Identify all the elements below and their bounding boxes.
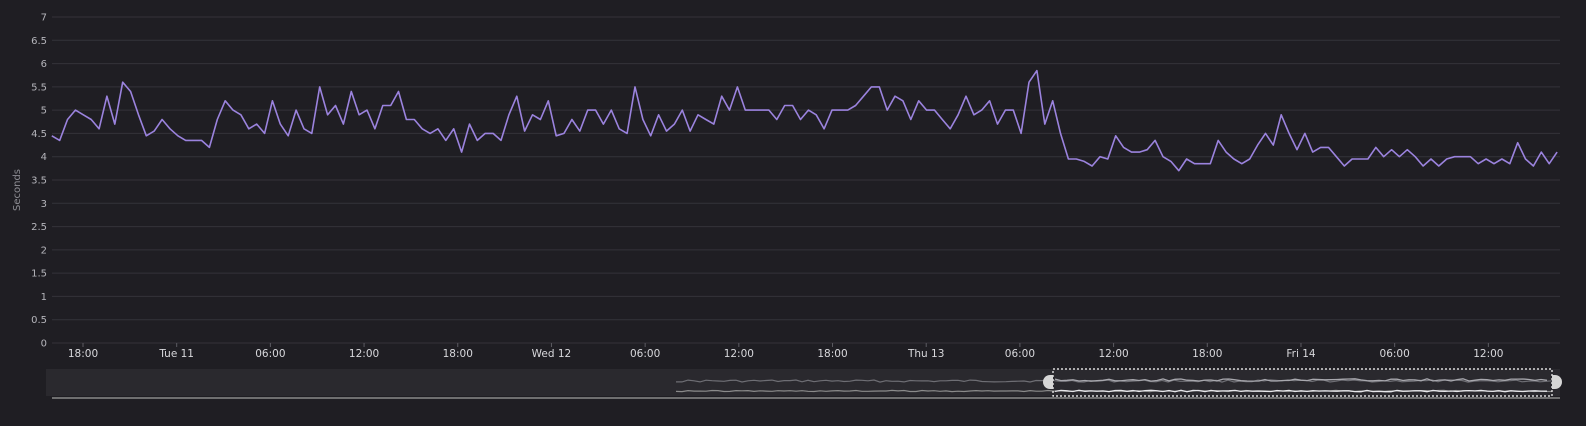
x-tick-label: 12:00 — [1473, 348, 1503, 360]
navigator-selected-upper — [1054, 378, 1548, 382]
y-tick-label: 6.5 — [31, 36, 47, 47]
y-tick-label: 2.5 — [31, 222, 47, 233]
y-axis: 0 0.5 1 1.5 2 2.5 3 3.5 4 4.5 5 5.5 6 6.5 7 — [31, 13, 47, 350]
x-tick-label: 18:00 — [817, 348, 847, 360]
x-axis: 18:00 Tue 11 06:00 12:00 18:00 Wed 12 06:00 12:… — [68, 343, 1503, 360]
x-tick-label: 12:00 — [724, 348, 754, 360]
x-tick-label: 06:00 — [1380, 348, 1410, 360]
y-tick-label: 4.5 — [31, 129, 47, 140]
x-tick-label: Tue 11 — [158, 348, 194, 360]
y-tick-label: 0.5 — [31, 315, 47, 326]
navigator-series-upper — [676, 379, 1553, 383]
x-tick-label: 06:00 — [630, 348, 660, 360]
y-tick-label: 0 — [41, 339, 47, 350]
y-tick-label: 5 — [41, 106, 47, 117]
y-tick-label: 7 — [41, 13, 47, 24]
y-tick-label: 3 — [41, 199, 47, 210]
x-tick-label: 18:00 — [443, 348, 473, 360]
time-navigator[interactable] — [46, 368, 1562, 399]
x-tick-label: 12:00 — [349, 348, 379, 360]
navigator-handle-left[interactable] — [1043, 375, 1053, 389]
x-tick-label: 06:00 — [255, 348, 285, 360]
x-tick-label: 12:00 — [1098, 348, 1128, 360]
y-tick-label: 1.5 — [31, 269, 47, 280]
x-tick-label: Fri 14 — [1286, 348, 1316, 360]
navigator-background — [46, 369, 1560, 396]
y-axis-label: Seconds — [12, 169, 23, 211]
grid-layer — [52, 16, 1560, 344]
series-line — [51, 69, 1558, 172]
y-tick-label: 1 — [41, 292, 47, 303]
navigator-selected-lower — [1054, 389, 1548, 393]
x-tick-label: 06:00 — [1005, 348, 1035, 360]
y-tick-label: 2 — [41, 245, 47, 256]
x-tick-label: 18:00 — [1192, 348, 1222, 360]
y-tick-label: 5.5 — [31, 82, 47, 93]
y-tick-label: 3.5 — [31, 176, 47, 187]
navigator-lines — [675, 378, 1553, 393]
series-layer — [51, 69, 1558, 172]
x-tick-label: 18:00 — [68, 348, 98, 360]
x-tick-label: Wed 12 — [532, 348, 572, 360]
y-tick-label: 4 — [41, 152, 47, 163]
y-tick-label: 6 — [41, 59, 47, 70]
navigator-handle-right[interactable] — [1552, 375, 1562, 389]
x-tick-label: Thu 13 — [907, 348, 944, 360]
